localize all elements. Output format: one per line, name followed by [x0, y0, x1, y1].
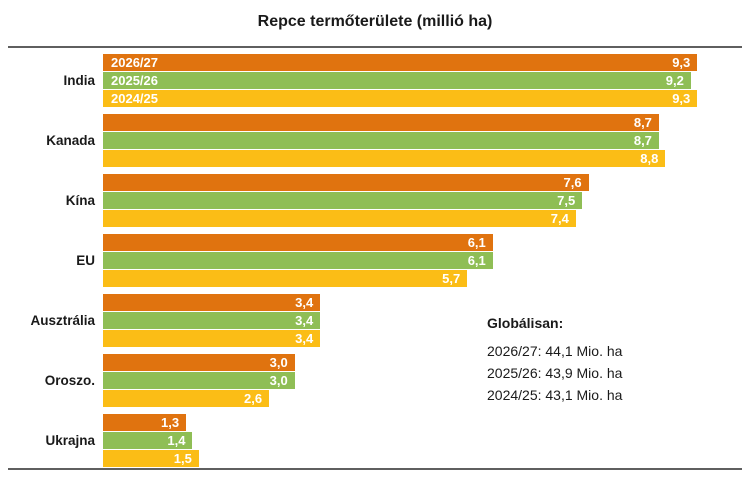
top-divider-line	[8, 46, 742, 48]
bar-2024-25: 1,5	[103, 450, 199, 467]
category-label: EU	[76, 253, 95, 268]
category-label: Ausztrália	[30, 313, 95, 328]
annotation-heading: Globálisan:	[487, 315, 564, 331]
value-label: 3,4	[295, 295, 314, 310]
bar-2026-27: 3,0	[103, 354, 295, 371]
bar-stack: 8,7 8,7 8,8	[103, 114, 742, 167]
bar-2025-26: 3,4	[103, 312, 321, 329]
series-legend-label: 2024/25	[111, 91, 158, 106]
value-label: 3,4	[295, 313, 314, 328]
bar-2025-26: 3,0	[103, 372, 295, 389]
value-label: 1,5	[173, 451, 192, 466]
bar-2024-25: 2,6	[103, 390, 270, 407]
bar-stack: 3,4 3,4 3,4	[103, 294, 742, 347]
category-label: Ukrajna	[45, 433, 95, 448]
bar-2026-27: 2026/27 9,3	[103, 54, 698, 71]
bar-2025-26: 7,5	[103, 192, 583, 209]
value-label: 1,4	[167, 433, 186, 448]
bar-2026-27: 8,7	[103, 114, 659, 131]
bar-group: Ausztrália 3,4 3,4 3,4	[0, 294, 742, 347]
value-label: 8,7	[633, 115, 652, 130]
bar-stack: 6,1 6,1 5,7	[103, 234, 742, 287]
bar-2026-27: 1,3	[103, 414, 187, 431]
value-label: 9,3	[672, 91, 691, 106]
value-label: 1,3	[160, 415, 180, 430]
value-label: 9,2	[665, 73, 684, 88]
annotation-line: 2026/27: 44,1 Mio. ha	[487, 343, 623, 359]
value-label: 3,4	[295, 331, 314, 346]
bar-group: Oroszo. 3,0 3,0 2,6	[0, 354, 742, 407]
bar-stack: 7,6 7,5 7,4	[103, 174, 742, 227]
value-label: 8,8	[640, 151, 659, 166]
bar-2026-27: 3,4	[103, 294, 321, 311]
bar-group: India 2026/27 9,3 2025/26 9,2 2024/25 9,3	[0, 54, 742, 107]
bar-2024-25: 5,7	[103, 270, 468, 287]
value-label: 6,1	[467, 235, 486, 250]
category-label: India	[63, 73, 95, 88]
bar-2026-27: 6,1	[103, 234, 493, 251]
annotation-line: 2024/25: 43,1 Mio. ha	[487, 387, 623, 403]
chart-rows: India 2026/27 9,3 2025/26 9,2 2024/25 9,3 Kanad…	[0, 54, 742, 467]
bar-group: Ukrajna 1,3 1,4 1,5	[0, 414, 742, 467]
value-label: 2,6	[244, 391, 263, 406]
value-label: 5,7	[442, 271, 461, 286]
value-label: 3,0	[269, 373, 288, 388]
series-legend-label: 2026/27	[111, 55, 158, 70]
series-legend-label: 2025/26	[111, 73, 158, 88]
category-label: Kína	[65, 193, 95, 208]
category-label: Kanada	[46, 133, 95, 148]
bar-2024-25: 7,4	[103, 210, 576, 227]
bar-2026-27: 7,6	[103, 174, 589, 191]
bar-chart: India 2026/27 9,3 2025/26 9,2 2024/25 9,3 Kanad…	[0, 54, 742, 467]
value-label: 6,1	[467, 253, 486, 268]
value-label: 7,5	[557, 193, 576, 208]
chart-title: Repce termőterülete (millió ha)	[257, 13, 493, 30]
value-label: 7,6	[563, 175, 582, 190]
bar-2025-26: 8,7	[103, 132, 659, 149]
bar-stack: 1,3 1,4 1,5	[103, 414, 742, 467]
bottom-divider-line	[8, 468, 742, 470]
value-label: 8,7	[633, 133, 652, 148]
bar-2025-26: 2025/26 9,2	[103, 72, 691, 89]
annotation-line: 2025/26: 43,9 Mio. ha	[487, 365, 623, 381]
bar-group: Kína 7,6 7,5 7,4	[0, 174, 742, 227]
bar-group: Kanada 8,7 8,7 8,8	[0, 114, 742, 167]
value-label: 3,0	[269, 355, 288, 370]
value-label: 7,4	[550, 211, 569, 226]
global-annotation: Globálisan: 2026/27: 44,1 Mio. ha 2025/2…	[487, 315, 622, 406]
bar-stack: 2026/27 9,3 2025/26 9,2 2024/25 9,3	[103, 54, 742, 107]
bar-2024-25: 3,4	[103, 330, 321, 347]
bar-2025-26: 6,1	[103, 252, 493, 269]
category-label: Oroszo.	[44, 373, 95, 388]
bar-group: EU 6,1 6,1 5,7	[0, 234, 742, 287]
bar-stack: 3,0 3,0 2,6	[103, 354, 742, 407]
bar-2025-26: 1,4	[103, 432, 193, 449]
bar-2024-25: 8,8	[103, 150, 666, 167]
bar-2024-25: 2024/25 9,3	[103, 90, 698, 107]
value-label: 9,3	[672, 55, 691, 70]
